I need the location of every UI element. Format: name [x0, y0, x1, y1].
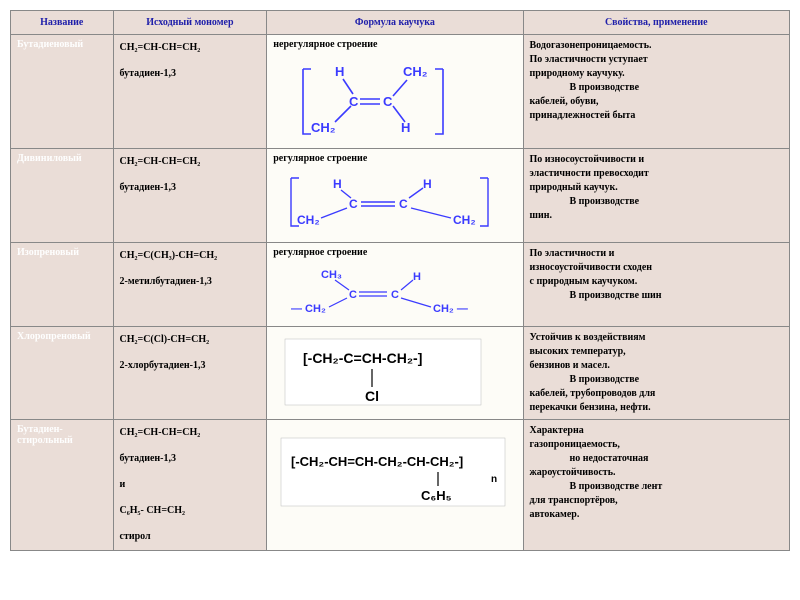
- monomer-cell: CH₂=C(CH₃)-CH=CH₂2-метилбутадиен-1,3: [113, 243, 267, 327]
- rubber-name: Изопреновый: [11, 243, 114, 327]
- table-row: ХлоропреновыйCH₂=C(Cl)-CH=CH₂2-хлорбутад…: [11, 327, 790, 420]
- rubber-table: Название Исходный мономер Формула каучук…: [10, 10, 790, 551]
- col-formula: Формула каучука: [267, 11, 523, 35]
- svg-text:CH₂: CH₂: [453, 213, 476, 227]
- svg-text:C₆H₅: C₆H₅: [421, 488, 452, 503]
- rubber-name: Бутадиен-стирольный: [11, 420, 114, 551]
- monomer-cell: CH₂=CH-CH=CH₂бутадиен-1,3иC₆H₅- CH=CH₂ст…: [113, 420, 267, 551]
- svg-text:n: n: [491, 474, 497, 485]
- svg-text:H: H: [401, 120, 410, 135]
- svg-text:C: C: [349, 197, 358, 211]
- svg-text:H: H: [333, 177, 342, 191]
- table-body: БутадиеновыйCH₂=CH-CH=CH₂бутадиен-1,3нер…: [11, 35, 790, 551]
- svg-text:CH₂: CH₂: [403, 64, 428, 79]
- formula-cell: регулярное строение H H CH₂ C C CH₂: [267, 149, 523, 243]
- svg-text:C: C: [391, 289, 399, 301]
- formula-cell: [-CH₂-CH=CH-CH₂-CH-CH₂-] C₆H₅ n: [267, 420, 523, 551]
- svg-text:CH₃: CH₃: [321, 269, 342, 281]
- formula-svg: H CH₂ CH₂ H C C: [273, 54, 463, 144]
- table-row: ДивиниловыйCH₂=CH-CH=CH₂бутадиен-1,3регу…: [11, 149, 790, 243]
- formula-svg: CH₃ H — CH₂ C C CH₂ —: [273, 262, 493, 322]
- svg-text:— CH₂: — CH₂: [291, 303, 326, 315]
- formula-cell: регулярное строение CH₃ H — CH₂ C C CH₂ …: [267, 243, 523, 327]
- table-row: БутадиеновыйCH₂=CH-CH=CH₂бутадиен-1,3нер…: [11, 35, 790, 149]
- formula-cell: [-CH₂-C=CH-CH₂-] Cl: [267, 327, 523, 420]
- formula-svg: H H CH₂ C C CH₂: [273, 168, 503, 238]
- header-row: Название Исходный мономер Формула каучук…: [11, 11, 790, 35]
- col-name: Название: [11, 11, 114, 35]
- svg-text:C: C: [383, 94, 393, 109]
- monomer-cell: CH₂=CH-CH=CH₂бутадиен-1,3: [113, 149, 267, 243]
- svg-text:H: H: [423, 177, 432, 191]
- svg-text:[-CH₂-CH=CH-CH₂-CH-CH₂-]: [-CH₂-CH=CH-CH₂-CH-CH₂-]: [291, 454, 463, 469]
- table-row: Бутадиен-стирольныйCH₂=CH-CH=CH₂бутадиен…: [11, 420, 790, 551]
- col-props: Свойства, применение: [523, 11, 790, 35]
- rubber-name: Хлоропреновый: [11, 327, 114, 420]
- properties-cell: По эластичности иизносоустойчивости сход…: [523, 243, 790, 327]
- col-monomer: Исходный мономер: [113, 11, 267, 35]
- svg-text:C: C: [399, 197, 408, 211]
- svg-text:Cl: Cl: [365, 388, 379, 404]
- svg-text:H: H: [335, 64, 344, 79]
- properties-cell: По износоустойчивости иэластичности прев…: [523, 149, 790, 243]
- formula-svg: [-CH₂-CH=CH-CH₂-CH-CH₂-] C₆H₅ n: [273, 426, 513, 516]
- properties-cell: Устойчив к воздействиямвысоких температу…: [523, 327, 790, 420]
- formula-svg: [-CH₂-C=CH-CH₂-] Cl: [273, 333, 493, 413]
- rubber-name: Бутадиеновый: [11, 35, 114, 149]
- formula-cell: нерегулярное строение H CH₂ CH₂ H C C: [267, 35, 523, 149]
- rubber-name: Дивиниловый: [11, 149, 114, 243]
- svg-text:CH₂: CH₂: [311, 120, 336, 135]
- properties-cell: Водогазонепроницаемость.По эластичности …: [523, 35, 790, 149]
- properties-cell: Характернагазопроницаемость,но недостато…: [523, 420, 790, 551]
- svg-text:[-CH₂-C=CH-CH₂-]: [-CH₂-C=CH-CH₂-]: [303, 350, 422, 366]
- svg-text:CH₂ —: CH₂ —: [433, 303, 468, 315]
- svg-text:C: C: [349, 289, 357, 301]
- table-row: ИзопреновыйCH₂=C(CH₃)-CH=CH₂2-метилбутад…: [11, 243, 790, 327]
- svg-text:H: H: [413, 271, 421, 283]
- monomer-cell: CH₂=CH-CH=CH₂бутадиен-1,3: [113, 35, 267, 149]
- monomer-cell: CH₂=C(Cl)-CH=CH₂2-хлорбутадиен-1,3: [113, 327, 267, 420]
- svg-text:CH₂: CH₂: [297, 213, 320, 227]
